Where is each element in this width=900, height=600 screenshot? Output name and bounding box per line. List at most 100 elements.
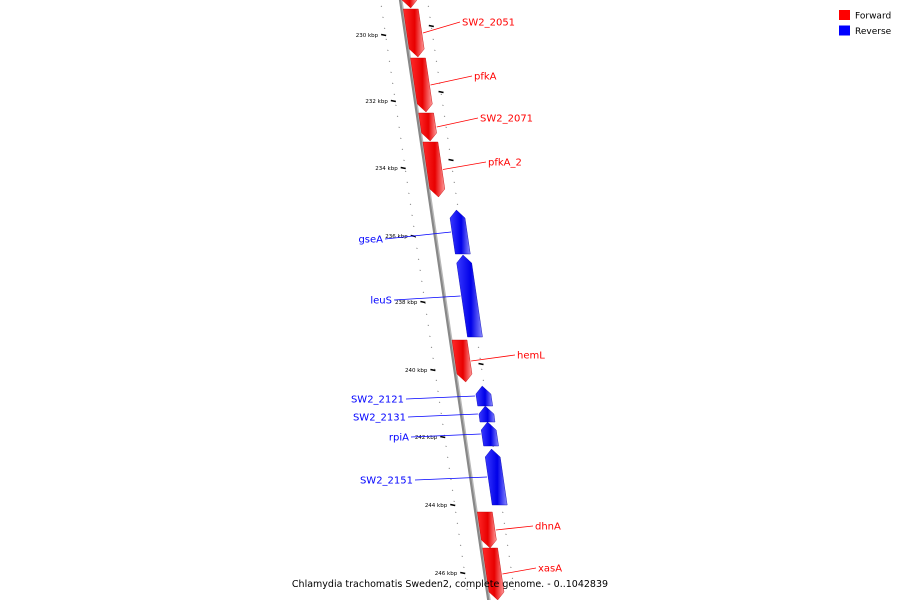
minor-tick	[438, 401, 441, 403]
minor-tick	[453, 181, 455, 183]
minor-tick	[482, 379, 485, 381]
minor-tick	[448, 148, 451, 150]
gene-arrow-rpia[interactable]	[480, 421, 499, 447]
tick-label: 246 kbp	[435, 571, 458, 577]
gene-arrow-dhna[interactable]	[477, 511, 497, 549]
minor-tick	[463, 566, 465, 568]
minor-tick	[385, 38, 387, 40]
gene-label[interactable]: dhnA	[535, 522, 561, 533]
minor-tick	[442, 104, 444, 106]
gene-leader-line	[405, 395, 476, 400]
minor-tick	[508, 555, 510, 557]
gene-leader-line	[407, 413, 478, 418]
gene-leader-line	[410, 433, 481, 438]
gene-label[interactable]: SW2_2051	[462, 18, 515, 29]
minor-tick	[435, 60, 438, 62]
gene-arrow-heml[interactable]	[451, 339, 473, 383]
minor-tick	[481, 368, 483, 370]
minor-tick	[445, 445, 447, 447]
major-tick	[380, 33, 387, 37]
gene-leader-line	[414, 476, 488, 481]
gene-arrow-sw2-2051[interactable]	[403, 8, 425, 58]
major-tick	[450, 503, 456, 507]
gene-arrow-pfka[interactable]	[410, 57, 433, 113]
minor-tick	[380, 5, 383, 7]
gene-arrow-partial[interactable]	[401, 0, 418, 9]
minor-tick	[455, 511, 457, 513]
gene-leader-line	[442, 161, 487, 170]
minor-tick	[395, 104, 397, 106]
gene-label[interactable]: xasA	[538, 564, 562, 575]
minor-tick	[453, 500, 455, 502]
minor-tick	[383, 27, 386, 29]
gene-label[interactable]: hemL	[517, 351, 545, 362]
minor-tick	[437, 71, 439, 73]
minor-tick	[429, 16, 431, 18]
gene-leader-line	[384, 231, 452, 240]
minor-tick	[396, 115, 399, 117]
minor-tick	[427, 5, 430, 7]
minor-tick	[432, 38, 434, 40]
minor-tick	[412, 225, 415, 227]
minor-tick	[451, 489, 454, 491]
gene-leader-line	[471, 354, 516, 362]
minor-tick	[425, 313, 428, 315]
gene-arrow-sw2-2071[interactable]	[418, 112, 437, 142]
minor-tick	[451, 170, 454, 172]
gene-label[interactable]: pfkA	[474, 72, 497, 83]
minor-tick	[513, 588, 515, 590]
minor-tick	[458, 533, 460, 535]
gene-arrow-sw2-2151[interactable]	[484, 448, 508, 506]
minor-tick	[455, 192, 457, 194]
minor-tick	[503, 522, 506, 524]
tick-label: 238 kbp	[395, 300, 418, 306]
major-tick	[440, 435, 446, 439]
gene-label[interactable]: rpiA	[389, 433, 409, 444]
gene-arrow-gsea[interactable]	[449, 209, 471, 255]
gene-label[interactable]: gseA	[358, 235, 383, 246]
minor-tick	[403, 159, 405, 161]
minor-tick	[502, 511, 504, 513]
minor-tick	[445, 126, 447, 128]
gene-leader-line	[502, 567, 537, 575]
gene-leader-line	[422, 21, 461, 34]
gene-label[interactable]: SW2_2131	[353, 413, 406, 424]
minor-tick	[437, 390, 439, 392]
gene-label[interactable]: SW2_2151	[360, 476, 413, 487]
minor-tick	[421, 280, 423, 282]
minor-tick	[440, 412, 442, 414]
minor-tick	[417, 258, 420, 260]
minor-tick	[404, 170, 407, 172]
minor-tick	[434, 368, 436, 370]
minor-tick	[406, 181, 408, 183]
minor-tick	[382, 16, 384, 18]
major-tick	[390, 99, 397, 103]
minor-tick	[461, 555, 463, 557]
minor-tick	[416, 247, 418, 249]
tick-label: 244 kbp	[425, 503, 448, 509]
tick-label: 236 kbp	[385, 234, 408, 240]
gene-arrow-pfka-2[interactable]	[422, 141, 446, 198]
minor-tick	[447, 137, 449, 139]
minor-tick	[506, 544, 509, 546]
major-tick	[430, 368, 436, 372]
gene-arrow-xasa[interactable]	[482, 547, 505, 600]
gene-label[interactable]: SW2_2071	[480, 114, 533, 125]
minor-tick	[443, 115, 446, 117]
gene-arrow-sw2-2131[interactable]	[478, 405, 496, 423]
minor-tick	[510, 566, 512, 568]
legend: Forward Reverse	[839, 10, 892, 37]
tick-label: 240 kbp	[405, 368, 428, 374]
minor-tick	[456, 522, 459, 524]
tick-label: 232 kbp	[365, 99, 388, 105]
minor-tick	[450, 478, 452, 480]
gene-arrow-sw2-2121[interactable]	[475, 385, 493, 407]
gene-label[interactable]: pfkA_2	[488, 158, 522, 169]
legend-forward-swatch	[839, 10, 850, 20]
gene-arrow-leus[interactable]	[456, 254, 483, 338]
minor-tick	[459, 544, 462, 546]
minor-tick	[435, 379, 438, 381]
gene-label[interactable]: SW2_2121	[351, 395, 404, 406]
minor-tick	[479, 357, 481, 359]
gene-label[interactable]: leuS	[370, 296, 392, 307]
